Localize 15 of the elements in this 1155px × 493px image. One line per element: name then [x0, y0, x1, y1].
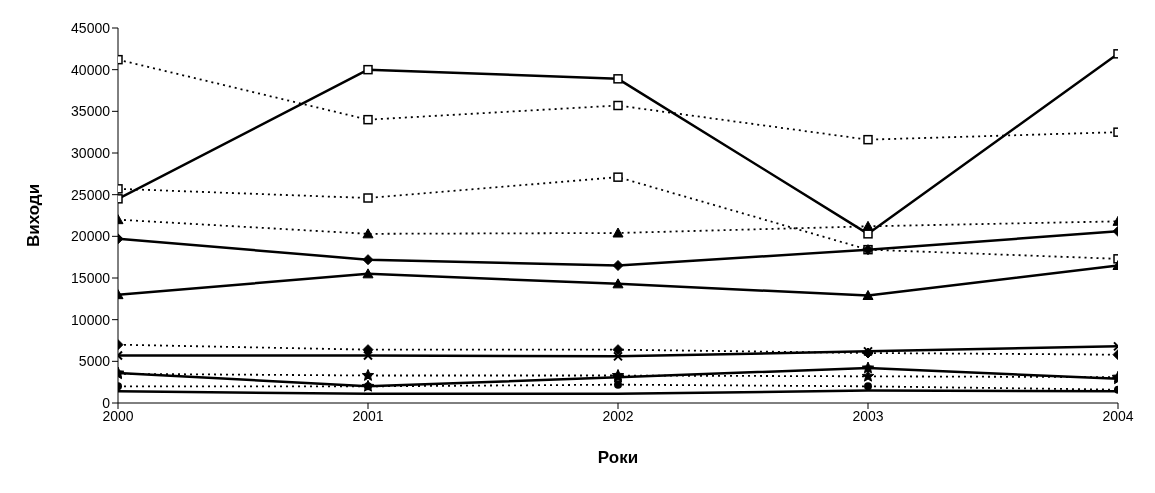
x-tick-label: 2004 [1102, 407, 1134, 424]
y-tick-label: 5000 [78, 353, 111, 370]
x-tick-label: 2001 [352, 407, 384, 424]
y-tick-label: 35000 [71, 103, 111, 120]
y-tick-label: 40000 [71, 61, 111, 78]
y-tick-label: 45000 [71, 19, 111, 36]
x-tick-label: 2003 [852, 407, 884, 424]
y-tick-label: 30000 [71, 144, 111, 161]
y-tick-label: 20000 [71, 228, 111, 245]
y-tick-label: 15000 [71, 269, 111, 286]
y-tick-label: 10000 [71, 311, 111, 328]
x-axis-title: Роки [597, 448, 639, 467]
y-axis-title: Виходи [24, 183, 44, 248]
y-tick-label: 25000 [71, 186, 111, 203]
x-tick-label: 2002 [602, 407, 634, 424]
